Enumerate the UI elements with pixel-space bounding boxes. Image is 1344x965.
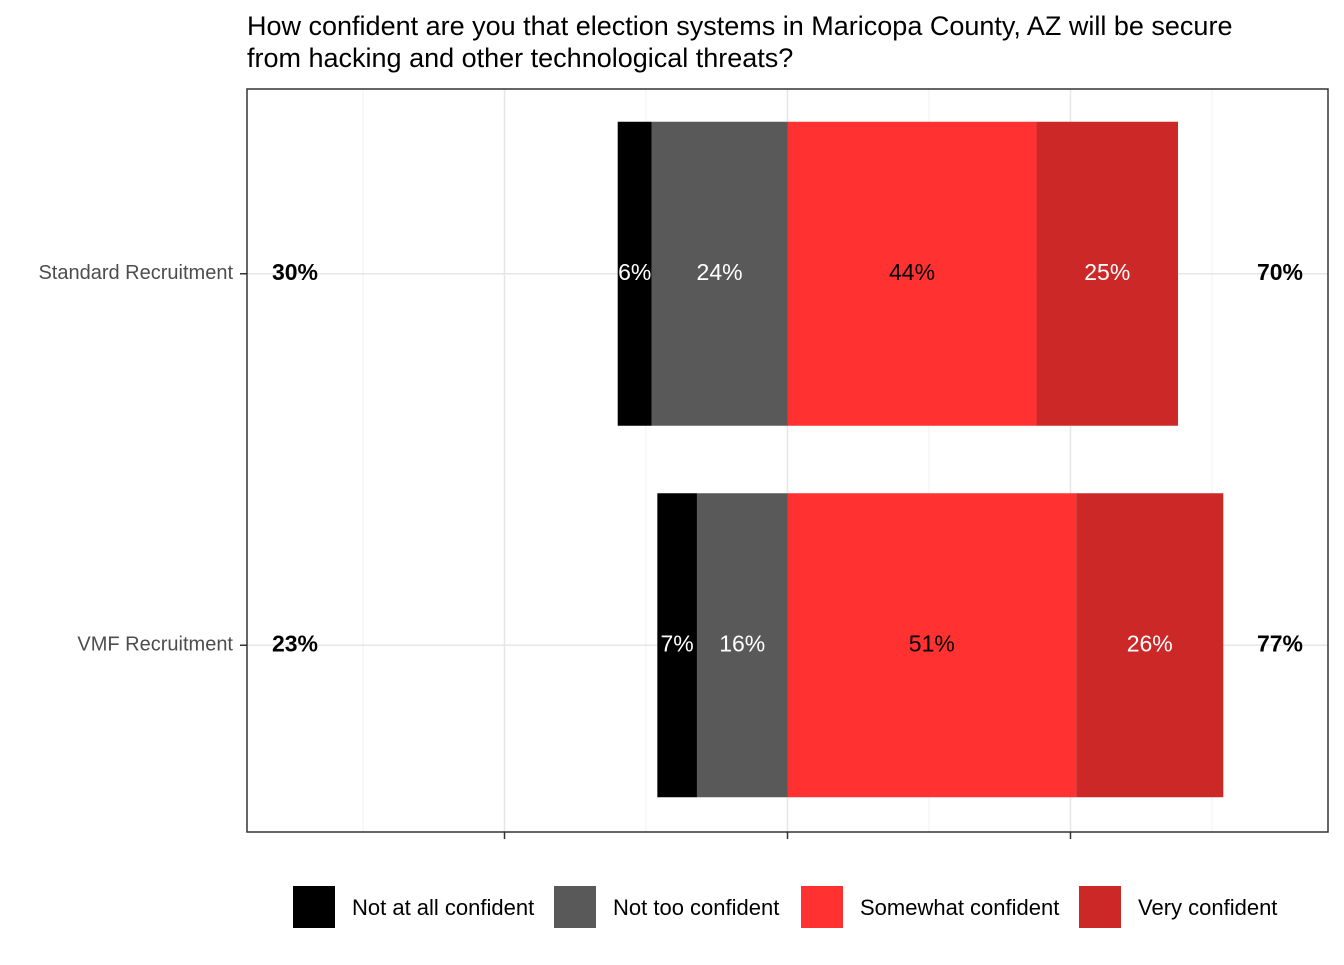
bar-segment — [1076, 493, 1224, 798]
data-label: 26% — [1127, 630, 1173, 656]
bar-segment — [657, 493, 697, 798]
bar-segment — [787, 493, 1077, 798]
labels: 24% 6% 44% 25% 30% 70% 16% 7% 51% 26% 23% 77% — [272, 259, 1303, 657]
bar-segment — [617, 121, 652, 426]
chart-title: How confident are you that election syst… — [247, 11, 1232, 41]
chart-title: from hacking and other technological thr… — [247, 43, 793, 73]
axes: Standard Recruitment VMF Recruitment — [38, 262, 1072, 839]
data-label: 51% — [909, 630, 955, 656]
legend-swatch — [293, 886, 335, 928]
legend: Not at all confident Not too confident Som… — [293, 886, 1277, 928]
legend-swatch — [554, 886, 596, 928]
data-label: 16% — [719, 630, 765, 656]
bar-segment — [696, 493, 788, 798]
bars — [617, 121, 1224, 798]
legend-swatch — [801, 886, 843, 928]
y-tick-label: VMF Recruitment — [77, 634, 233, 656]
legend-label: Very confident — [1138, 895, 1277, 920]
data-label: 6% — [618, 259, 651, 285]
net-label: 77% — [1257, 630, 1303, 656]
net-label: 23% — [272, 630, 318, 656]
data-label: 44% — [889, 259, 935, 285]
y-tick-label: Standard Recruitment — [38, 262, 233, 284]
net-label: 70% — [1257, 259, 1303, 285]
legend-swatch — [1079, 886, 1121, 928]
legend-label: Somewhat confident — [860, 895, 1059, 920]
legend-label: Not at all confident — [352, 895, 534, 920]
data-label: 7% — [661, 630, 694, 656]
data-label: 24% — [697, 259, 743, 285]
data-label: 25% — [1084, 259, 1130, 285]
bar-segment — [651, 121, 788, 426]
bar-segment — [787, 121, 1037, 426]
net-label: 30% — [272, 259, 318, 285]
bar-segment — [1036, 121, 1179, 426]
legend-label: Not too confident — [613, 895, 779, 920]
